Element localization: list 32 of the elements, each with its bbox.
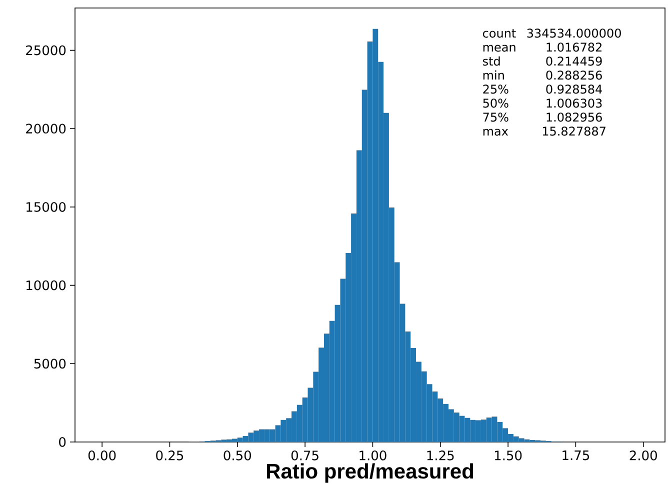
annotation: 25% [483, 84, 508, 94]
annotation: min [483, 70, 504, 80]
x-tick-label: 1.50 [494, 450, 522, 460]
x-tick-label: 1.00 [360, 450, 386, 460]
annotation: mean [483, 44, 516, 52]
annotation: 0.214459 [546, 56, 602, 66]
annotation: 75% [483, 112, 508, 122]
annotation: 15.827887 [542, 126, 606, 136]
x-axis-title: Ratio pred/measured [266, 463, 474, 483]
annotation: 1.006303 [546, 98, 602, 108]
annotation: 50% [483, 98, 508, 108]
x-tick-label: 2.00 [630, 450, 657, 460]
x-tick-label: 0.75 [291, 450, 318, 460]
y-tick-label: 20000 [26, 124, 66, 134]
x-tick-label: 0.00 [88, 450, 116, 460]
annotation: 1.016782 [546, 42, 602, 52]
y-tick-label: 0 [59, 437, 66, 447]
x-tick-label: 1.75 [562, 450, 590, 460]
annotation: 0.288256 [546, 70, 602, 80]
y-tick-label: 5000 [34, 358, 66, 369]
annotation: max [483, 128, 508, 136]
y-tick-label: 25000 [26, 45, 66, 56]
x-tick-label: 1.25 [427, 450, 454, 460]
x-tick-label: 0.50 [224, 450, 251, 460]
annotation: std [482, 56, 500, 66]
annotation: 334534.000000 [527, 28, 621, 38]
y-tick-label: 10000 [26, 280, 66, 290]
annotation: 1.082956 [546, 112, 602, 122]
annotation: count [482, 29, 516, 38]
x-tick-label: 0.25 [156, 450, 184, 460]
y-tick-label: 15000 [26, 202, 66, 212]
annotation: 0.928584 [546, 84, 602, 94]
